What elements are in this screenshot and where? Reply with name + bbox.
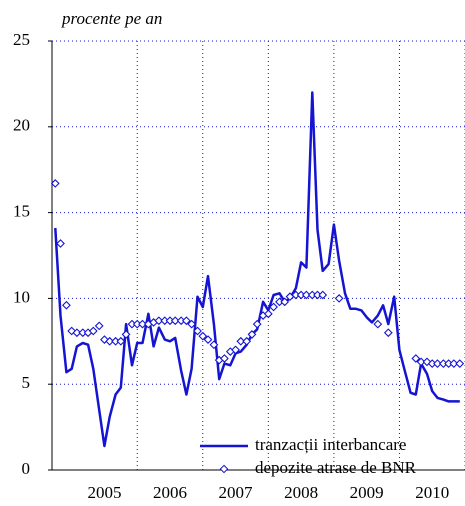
data-point [411, 354, 421, 363]
data-point [280, 297, 290, 307]
data-point [50, 179, 60, 188]
data-point [121, 330, 131, 339]
data-point [433, 359, 442, 368]
data-point [455, 359, 465, 368]
data-point [56, 239, 65, 248]
y-tick-label: 5 [22, 373, 31, 392]
data-point [193, 326, 202, 336]
data-point [88, 326, 98, 336]
x-tick-label: 2007 [219, 483, 254, 502]
data-point [209, 340, 219, 350]
data-point [138, 319, 147, 329]
x-tick-label: 2009 [350, 483, 384, 502]
data-point [422, 357, 432, 367]
legend-swatch [219, 464, 229, 474]
x-tick-label: 2006 [153, 483, 187, 502]
y-tick-label: 0 [22, 459, 31, 478]
data-point [203, 335, 213, 344]
data-point [318, 290, 328, 300]
y-tick-label: 10 [13, 287, 30, 306]
x-tick-label: 2010 [415, 483, 449, 502]
data-point [198, 331, 208, 341]
data-point [67, 326, 77, 336]
legend-label: tranzacții interbancare [255, 435, 406, 454]
data-point [187, 319, 197, 329]
x-tick-label: 2008 [284, 483, 318, 502]
data-point [247, 330, 257, 339]
y-tick-label: 15 [13, 202, 30, 221]
data-point [116, 336, 126, 346]
y-tick-label: 20 [13, 116, 30, 135]
data-point [236, 336, 246, 346]
data-point [383, 328, 393, 338]
data-point [252, 319, 262, 329]
data-point [231, 345, 240, 355]
data-point [334, 294, 344, 303]
data-point [263, 309, 273, 319]
legend-label: depozite atrase de BNR [255, 458, 417, 477]
data-point [62, 300, 71, 310]
data-point [154, 316, 164, 326]
data-line [54, 91, 460, 448]
data-point [373, 319, 383, 329]
data-point [220, 354, 229, 363]
data-point [170, 316, 180, 326]
y-tick-label: 25 [13, 30, 30, 49]
data-point [94, 321, 104, 331]
data-point [301, 290, 311, 300]
data-point [105, 336, 115, 346]
data-point [416, 357, 426, 367]
data-point [182, 316, 191, 326]
data-point [269, 302, 278, 312]
data-point [72, 328, 82, 338]
x-tick-label: 2005 [87, 483, 121, 502]
data-point [449, 359, 459, 368]
data-point [242, 336, 252, 346]
subtitle: procente pe an [61, 9, 162, 28]
